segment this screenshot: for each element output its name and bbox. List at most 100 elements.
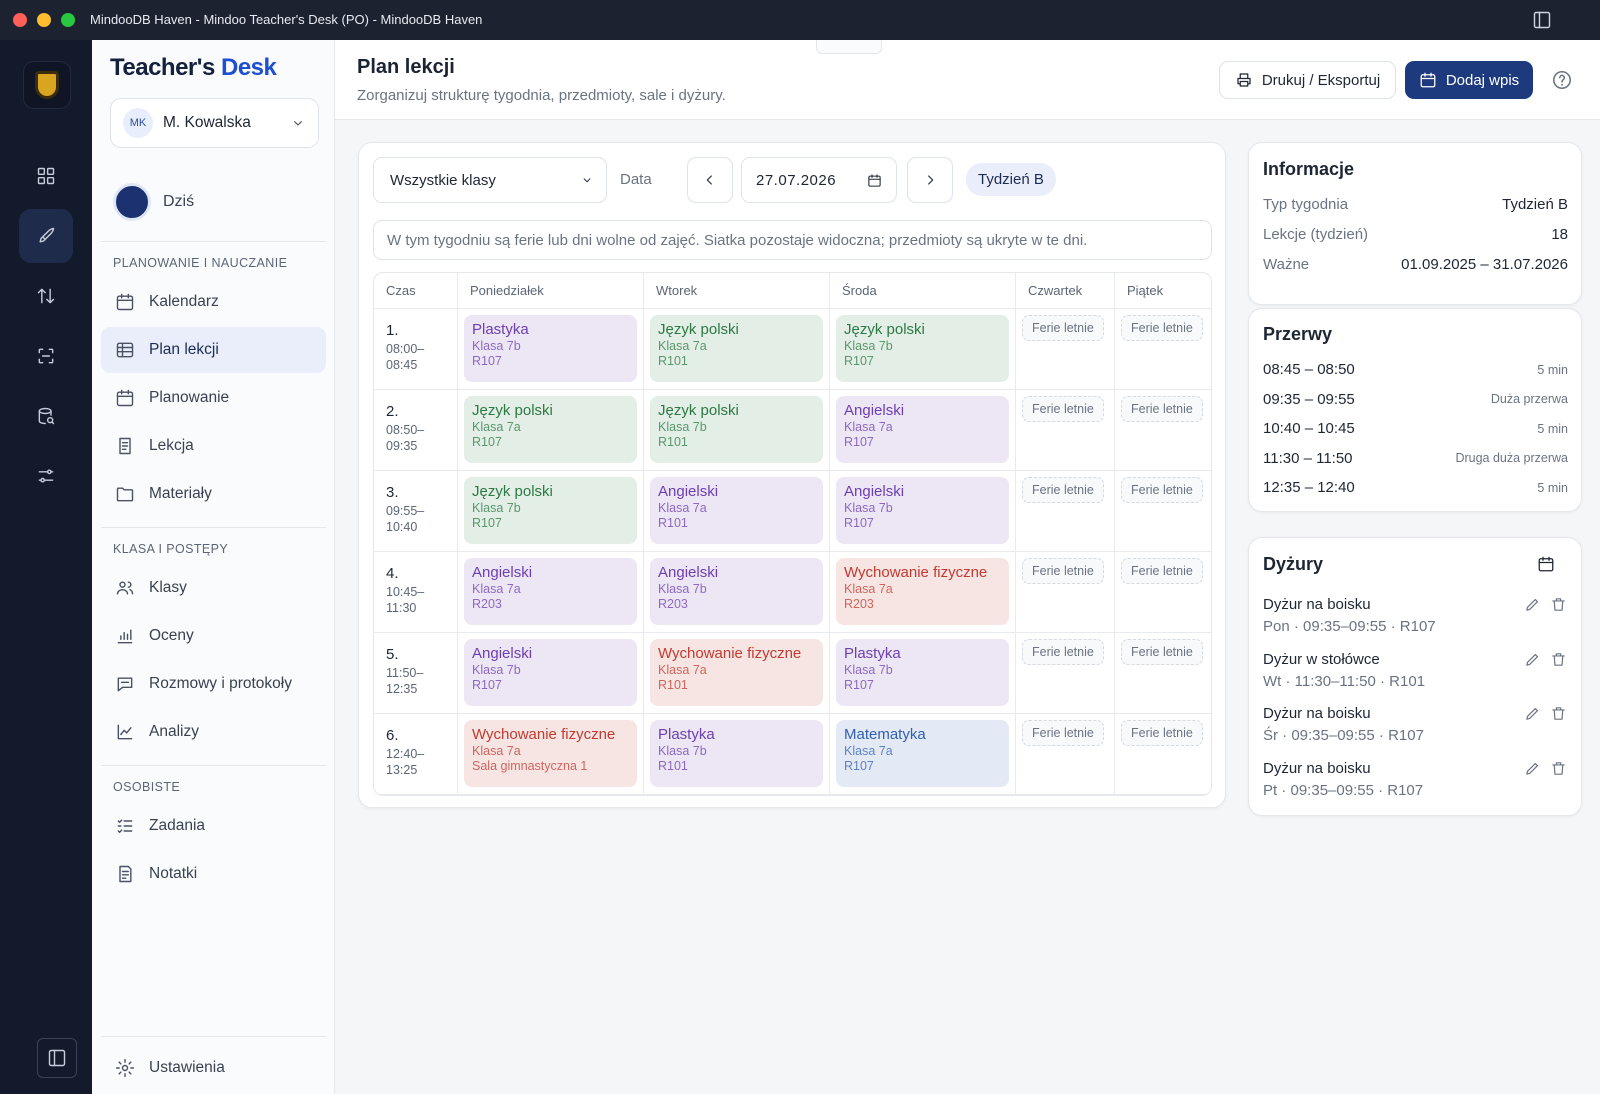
lesson-card[interactable]: Język polski Klasa 7b R107 <box>464 477 637 544</box>
lesson-card[interactable]: Angielski Klasa 7a R101 <box>650 477 823 544</box>
lesson-room: R101 <box>658 516 688 530</box>
lesson-card[interactable]: Plastyka Klasa 7b R107 <box>464 315 637 382</box>
lesson-card[interactable]: Angielski Klasa 7b R107 <box>836 477 1009 544</box>
lesson-subject: Plastyka <box>472 321 529 338</box>
lesson-card[interactable]: Angielski Klasa 7a R203 <box>464 558 637 625</box>
delete-button[interactable] <box>1550 705 1567 727</box>
lesson-card[interactable]: Plastyka Klasa 7b R101 <box>650 720 823 787</box>
button-label: Drukuj / Eksportuj <box>1261 71 1381 89</box>
lesson-cell: Wychowanie fizyczne Klasa 7a R101 <box>644 633 830 714</box>
lesson-card[interactable]: Plastyka Klasa 7b R107 <box>836 639 1009 706</box>
holiday-badge: Ferie letnie <box>1121 639 1203 665</box>
nav-label: Ustawienia <box>149 1059 225 1076</box>
rail-button[interactable] <box>19 449 73 503</box>
window-control[interactable] <box>61 13 75 27</box>
rail-button[interactable] <box>19 269 73 323</box>
rail-button[interactable] <box>19 389 73 443</box>
icon <box>1524 760 1541 777</box>
nav-item[interactable]: Klasy <box>101 565 326 611</box>
icon <box>1532 10 1552 30</box>
week-badge: Tydzień B <box>966 163 1056 196</box>
nav-label: Analizy <box>149 723 199 740</box>
icon <box>36 466 56 486</box>
class-select[interactable]: Wszystkie klasy <box>373 157 607 203</box>
edit-button[interactable] <box>1524 596 1541 618</box>
nav-item[interactable]: Planowanie <box>101 375 326 421</box>
lesson-room: R107 <box>844 435 874 449</box>
lesson-card[interactable]: Wychowanie fizyczne Klasa 7a Sala gimnasty… <box>464 720 637 787</box>
window-control[interactable] <box>13 13 27 27</box>
lesson-cell: Matematyka Klasa 7a R107 <box>830 714 1016 795</box>
user-select[interactable]: MK M. Kowalska <box>110 98 319 148</box>
help-button[interactable] <box>1551 69 1573 96</box>
lesson-class: Klasa 7a <box>844 420 893 434</box>
lesson-card[interactable]: Angielski Klasa 7a R107 <box>836 396 1009 463</box>
lesson-card[interactable]: Wychowanie fizyczne Klasa 7a R203 <box>836 558 1009 625</box>
delete-button[interactable] <box>1550 651 1567 673</box>
nav-label: Materiały <box>149 485 212 502</box>
lesson-subject: Wychowanie fizyczne <box>844 564 988 581</box>
lesson-room: R203 <box>472 597 502 611</box>
lesson-cell: Wychowanie fizyczne Klasa 7a R203 <box>830 552 1016 633</box>
nav-item[interactable]: Kalendarz <box>101 279 326 325</box>
icon <box>36 406 56 426</box>
lesson-cell: Język polski Klasa 7a R107 <box>458 390 644 471</box>
nav-item[interactable]: Analizy <box>101 709 326 755</box>
duty-title: Dyżur na boisku <box>1263 596 1371 613</box>
lesson-card[interactable]: Język polski Klasa 7b R107 <box>836 315 1009 382</box>
rail-button[interactable] <box>19 149 73 203</box>
lesson-card[interactable]: Angielski Klasa 7b R107 <box>464 639 637 706</box>
window-control[interactable] <box>37 13 51 27</box>
lesson-card[interactable]: Język polski Klasa 7b R101 <box>650 396 823 463</box>
info-row: Lekcje (tydzień) 18 <box>1263 226 1568 243</box>
nav-label: Planowanie <box>149 389 230 406</box>
lesson-subject: Język polski <box>658 321 739 338</box>
info-value: 01.09.2025 – 31.07.2026 <box>1401 256 1568 273</box>
edit-button[interactable] <box>1524 651 1541 673</box>
delete-button[interactable] <box>1550 760 1567 782</box>
date-input[interactable]: 27.07.2026 <box>741 157 897 203</box>
delete-button[interactable] <box>1550 596 1567 618</box>
icon <box>1550 596 1567 613</box>
prev-week-button[interactable] <box>687 157 733 203</box>
period-number: 5. <box>386 646 399 663</box>
add-button[interactable]: Dodaj wpis <box>1405 61 1533 99</box>
edit-button[interactable] <box>1524 760 1541 782</box>
nav-item[interactable]: Notatki <box>101 851 326 897</box>
nav-item[interactable]: Materiały <box>101 471 326 517</box>
nav-item[interactable]: Rozmowy i protokoły <box>101 661 326 707</box>
today-link[interactable]: Dziś <box>113 183 194 221</box>
nav-item[interactable]: Plan lekcji <box>101 327 326 373</box>
icon <box>115 436 135 456</box>
date-label: Data <box>620 171 652 188</box>
rail-button[interactable] <box>19 329 73 383</box>
holiday-badge: Ferie letnie <box>1022 477 1104 503</box>
next-week-button[interactable] <box>907 157 953 203</box>
add-duty-button[interactable] <box>1537 555 1555 578</box>
collapse-tab[interactable] <box>816 40 882 54</box>
info-value: 18 <box>1551 226 1568 243</box>
print-button[interactable]: Drukuj / Eksportuj <box>1219 61 1396 99</box>
lesson-room: R203 <box>844 597 874 611</box>
section-title: PLANOWANIE I NAUCZANIE <box>113 256 288 270</box>
edit-button[interactable] <box>1524 705 1541 727</box>
break-time: 10:40 – 10:45 <box>1263 420 1355 437</box>
nav-item[interactable]: Oceny <box>101 613 326 659</box>
lesson-card[interactable]: Angielski Klasa 7b R203 <box>650 558 823 625</box>
nav-item[interactable]: Lekcja <box>101 423 326 469</box>
lesson-card[interactable]: Matematyka Klasa 7a R107 <box>836 720 1009 787</box>
lesson-card[interactable]: Język polski Klasa 7a R107 <box>464 396 637 463</box>
lesson-room: R107 <box>844 354 874 368</box>
nav-item[interactable]: Ustawienia <box>101 1045 326 1091</box>
lesson-cell: Język polski Klasa 7b R101 <box>644 390 830 471</box>
icon <box>36 346 56 366</box>
lesson-subject: Matematyka <box>844 726 926 743</box>
app-logo <box>24 62 70 108</box>
rail-button[interactable] <box>19 209 73 263</box>
lesson-card[interactable]: Wychowanie fizyczne Klasa 7a R101 <box>650 639 823 706</box>
nav-item[interactable]: Zadania <box>101 803 326 849</box>
collapse-button[interactable] <box>37 1038 77 1078</box>
lesson-card[interactable]: Język polski Klasa 7a R101 <box>650 315 823 382</box>
icon <box>115 674 135 694</box>
